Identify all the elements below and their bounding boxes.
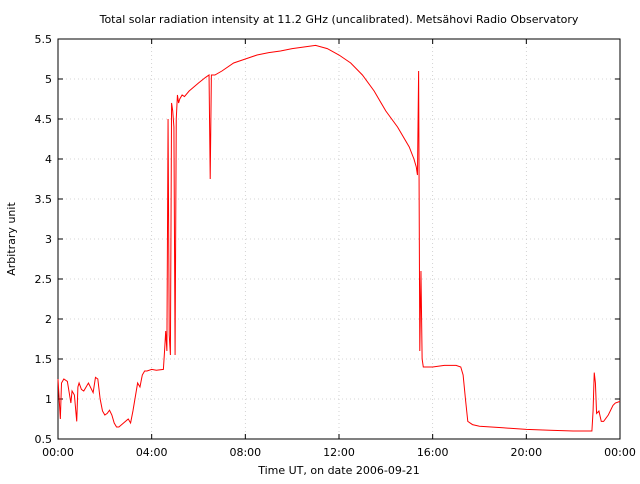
x-tick-label: 16:00: [417, 446, 449, 459]
axis-ticks: 00:00 04:00 08:00 12:00 16:00 20:00 00:000.511…: [35, 33, 636, 459]
x-tick-label: 04:00: [136, 446, 168, 459]
y-tick-label: 0.5: [35, 433, 53, 446]
y-tick-label: 2.5: [35, 273, 53, 286]
y-tick-label: 2: [45, 313, 52, 326]
series-line: [57, 44, 621, 432]
y-tick-label: 3: [45, 233, 52, 246]
chart-title: Total solar radiation intensity at 11.2 …: [99, 13, 579, 26]
x-tick-label: 00:00: [42, 446, 74, 459]
grid: [58, 39, 620, 439]
y-tick-label: 3.5: [35, 193, 53, 206]
x-tick-label: 08:00: [229, 446, 261, 459]
y-tick-label: 5.5: [35, 33, 53, 46]
x-tick-label: 00:00: [604, 446, 636, 459]
y-tick-label: 1.5: [35, 353, 53, 366]
y-tick-label: 4: [45, 153, 52, 166]
y-tick-label: 1: [45, 393, 52, 406]
x-tick-label: 20:00: [510, 446, 542, 459]
y-tick-label: 5: [45, 73, 52, 86]
y-tick-label: 4.5: [35, 113, 53, 126]
x-axis-label: Time UT, on date 2006-09-21: [257, 464, 420, 477]
y-axis-label: Arbitrary unit: [5, 202, 18, 276]
x-tick-label: 12:00: [323, 446, 355, 459]
